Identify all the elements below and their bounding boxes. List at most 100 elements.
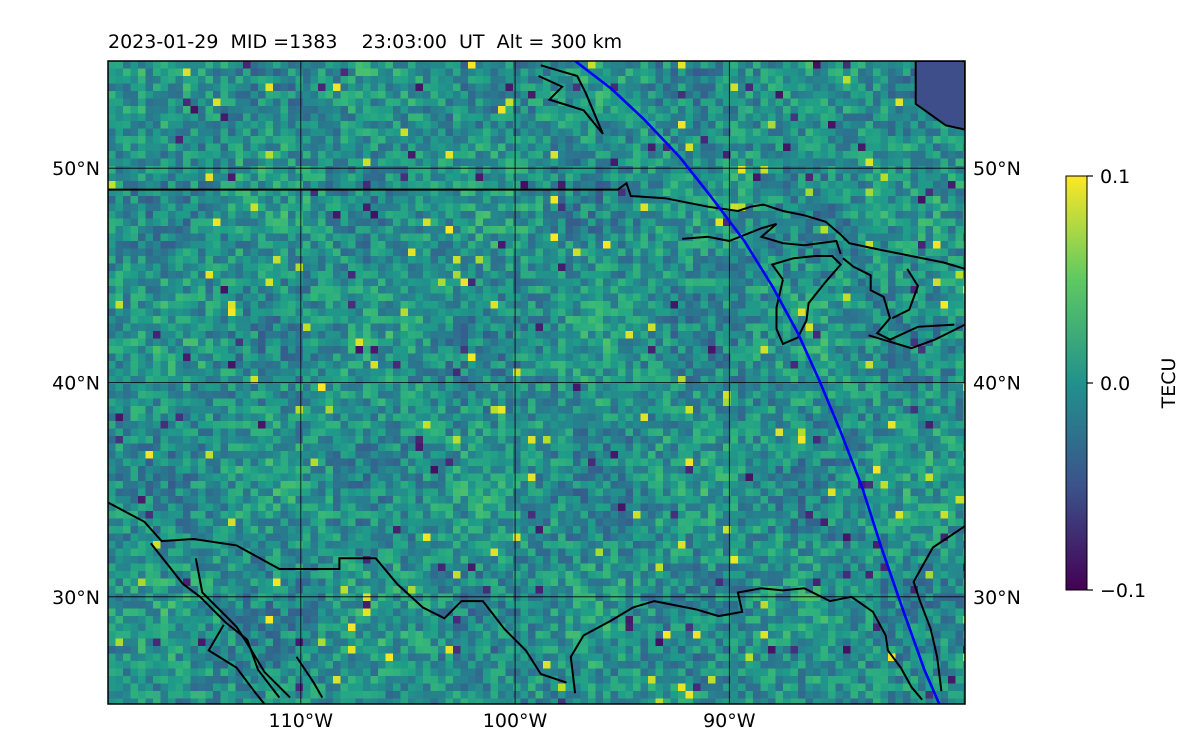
heatmap-cell (550, 353, 559, 362)
heatmap-cell (483, 211, 492, 220)
heatmap-cell (490, 278, 499, 287)
heatmap-cell (235, 323, 244, 332)
heatmap-cell (910, 121, 919, 130)
heatmap-cell (753, 323, 762, 332)
heatmap-cell (273, 203, 282, 212)
heatmap-cell (655, 196, 664, 205)
heatmap-cell (685, 98, 694, 107)
heatmap-cell (633, 316, 642, 325)
heatmap-cell (730, 218, 739, 227)
heatmap-cell (835, 263, 844, 272)
heatmap-cell (535, 286, 544, 295)
heatmap-cell (460, 308, 469, 317)
heatmap-cell (415, 166, 424, 175)
heatmap-cell (880, 98, 889, 107)
heatmap-cell (723, 338, 732, 347)
heatmap-cell (535, 83, 544, 92)
heatmap-cell (108, 83, 117, 92)
heatmap-cell (505, 271, 514, 280)
heatmap-cell (160, 98, 169, 107)
heatmap-cell (895, 323, 904, 332)
heatmap-cell (400, 241, 409, 250)
heatmap-cell (205, 91, 214, 100)
heatmap-cell (258, 271, 267, 280)
heatmap-cell (228, 233, 237, 242)
heatmap-cell (648, 151, 657, 160)
heatmap-cell (168, 278, 177, 287)
heatmap-cell (775, 143, 784, 152)
heatmap-cell (723, 361, 732, 370)
heatmap-cell (663, 91, 672, 100)
heatmap-cell (265, 286, 274, 295)
heatmap-cell (288, 301, 297, 310)
heatmap-cell (363, 271, 372, 280)
heatmap-cell (610, 136, 619, 145)
heatmap-cell (325, 68, 334, 77)
heatmap-cell (145, 128, 154, 137)
heatmap-cell (385, 166, 394, 175)
heatmap-cell (693, 346, 702, 355)
heatmap-cell (708, 256, 717, 265)
heatmap-cell (618, 361, 627, 370)
heatmap-cell (408, 271, 417, 280)
heatmap-cell (168, 286, 177, 295)
heatmap-cell (640, 271, 649, 280)
heatmap-cell (933, 121, 942, 130)
heatmap-cell (610, 188, 619, 197)
heatmap-cell (723, 271, 732, 280)
heatmap-cell (813, 278, 822, 287)
heatmap-cell (250, 241, 259, 250)
heatmap-cell (528, 203, 537, 212)
heatmap-cell (138, 181, 147, 190)
heatmap-cell (790, 271, 799, 280)
heatmap-cell (858, 113, 867, 122)
heatmap-cell (798, 83, 807, 92)
heatmap-cell (378, 368, 387, 377)
heatmap-cell (843, 143, 852, 152)
heatmap-cell (625, 106, 634, 115)
heatmap-cell (138, 323, 147, 332)
heatmap-cell (333, 316, 342, 325)
heatmap-cell (400, 361, 409, 370)
heatmap-cell (423, 263, 432, 272)
heatmap-cell (933, 196, 942, 205)
heatmap-cell (580, 98, 589, 107)
heatmap-cell (775, 173, 784, 182)
heatmap-cell (160, 256, 169, 265)
heatmap-cell (303, 196, 312, 205)
heatmap-cell (213, 368, 222, 377)
heatmap-cell (393, 383, 402, 392)
heatmap-cell (558, 308, 567, 317)
heatmap-cell (573, 241, 582, 250)
heatmap-cell (550, 233, 559, 242)
heatmap-cell (513, 331, 522, 340)
heatmap-cell (625, 158, 634, 167)
heatmap-cell (273, 113, 282, 122)
heatmap-cell (670, 203, 679, 212)
heatmap-cell (648, 263, 657, 272)
heatmap-cell (565, 361, 574, 370)
heatmap-cell (535, 316, 544, 325)
heatmap-cell (168, 263, 177, 272)
heatmap-cell (843, 83, 852, 92)
heatmap-cell (813, 211, 822, 220)
heatmap-cell (228, 151, 237, 160)
heatmap-cell (453, 271, 462, 280)
heatmap-cell (370, 68, 379, 77)
heatmap-cell (715, 308, 724, 317)
heatmap-cell (948, 203, 957, 212)
heatmap-cell (145, 143, 154, 152)
heatmap-cell (355, 278, 364, 287)
heatmap-cell (513, 353, 522, 362)
heatmap-cell (925, 181, 934, 190)
heatmap-cell (115, 226, 124, 235)
heatmap-cell (903, 61, 912, 70)
heatmap-cell (445, 233, 454, 242)
heatmap-cell (348, 76, 357, 85)
heatmap-cell (205, 383, 214, 392)
heatmap-cell (228, 271, 237, 280)
heatmap-cell (775, 353, 784, 362)
heatmap-cell (520, 241, 529, 250)
heatmap-cell (760, 76, 769, 85)
